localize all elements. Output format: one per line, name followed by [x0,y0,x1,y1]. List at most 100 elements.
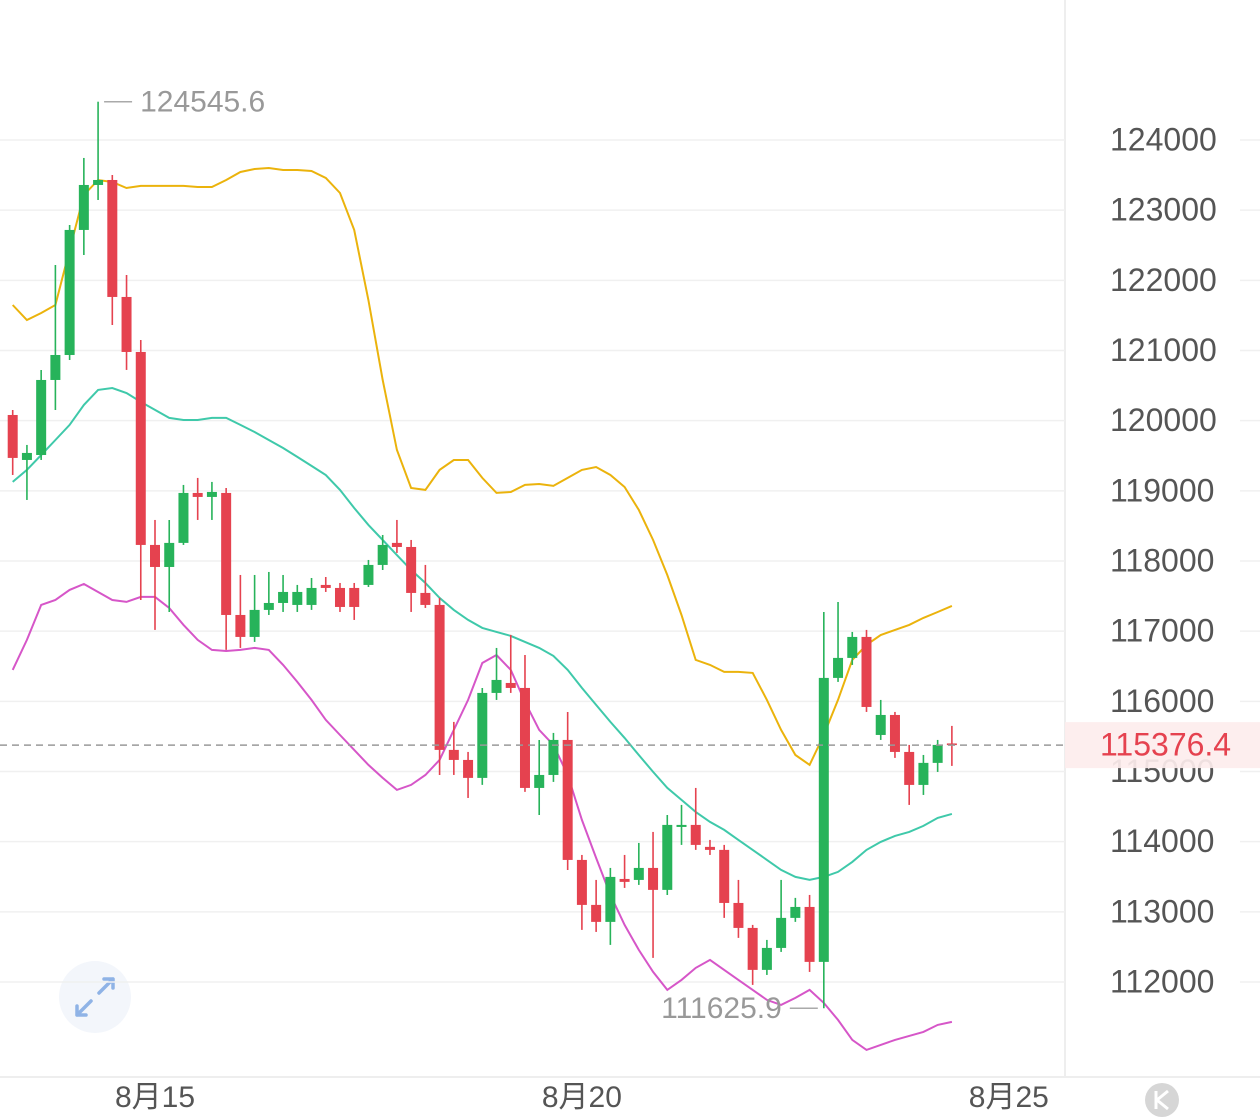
candles [7,101,957,1009]
candle-body [633,867,644,880]
candle-body [875,714,886,735]
candle-body [292,591,303,605]
last-price-label: 115376.4 [1100,727,1231,763]
y-tick-label: 120000 [1110,402,1217,438]
last-price-badge [1065,722,1260,769]
candle-body [420,592,431,605]
grid [0,139,1260,983]
candle-body [619,878,630,882]
candle-body [121,296,132,352]
candle-body [534,774,545,788]
candle-body [889,714,900,752]
candle-body [861,636,872,707]
candle-body [804,906,815,962]
candle-body [107,179,118,297]
candle-body [349,587,360,607]
candle-body [790,906,801,918]
candle-body [761,947,772,970]
candle-body [477,692,488,778]
y-tick-label: 113000 [1110,893,1214,929]
candle-body [818,677,829,962]
candle-body [93,179,104,185]
candle-body [334,587,345,607]
candle-body [448,749,459,760]
candle-body [278,591,289,603]
candle-body [662,824,673,890]
expand-button[interactable] [59,961,131,1033]
candle-body [320,584,331,588]
candle-body [36,379,47,455]
candle-body [50,354,61,380]
candle-body [833,657,844,678]
candle-body [150,544,160,567]
x-tick-label: 8月15 [115,1081,195,1114]
y-tick-label: 124000 [1110,121,1217,157]
y-tick-label: 117000 [1110,613,1214,649]
candle-body [391,542,402,547]
candle-body [505,682,516,688]
candle-body [78,184,89,230]
y-tick-label: 114000 [1110,823,1214,859]
x-tick-label: 8月25 [969,1081,1049,1114]
logo-circle [1145,1083,1179,1117]
y-tick-label: 121000 [1110,332,1217,368]
candle-body [7,414,18,458]
candle-body [21,452,32,460]
candle-body [548,739,559,775]
candle-body [406,546,417,593]
expand-icon[interactable] [75,977,115,1017]
candle-body [135,351,146,545]
axis: 1120001130001140001150001160001170001180… [115,121,1260,1114]
candle-body [221,492,232,615]
candle-body [377,544,388,565]
candle-body [776,917,787,948]
candle-body [932,744,943,763]
low-label: 111625.9 [661,992,782,1025]
y-tick-label: 123000 [1110,192,1217,228]
y-tick-label: 122000 [1110,262,1217,298]
candle-body [235,614,246,637]
candle-body [904,751,915,785]
candle-body [206,491,217,497]
candle-body [249,609,260,637]
y-tick-label: 119000 [1110,472,1214,508]
y-tick-label: 116000 [1110,683,1214,719]
candle-body [562,739,573,860]
candle-body [733,902,744,928]
candle-body [704,846,715,850]
candle-body [918,762,929,785]
candle-body [676,824,687,827]
candle-body [164,542,175,567]
candle-body [648,867,659,890]
x-tick-label: 8月20 [542,1081,622,1114]
candle-body [463,759,474,778]
logo-mark [1154,1089,1169,1111]
candle-body [719,849,730,903]
candle-body [306,587,317,605]
band-line [11,166,953,767]
candle-body [591,904,602,922]
candle-body [491,679,502,693]
band-line [12,386,953,881]
y-tick-label: 118000 [1110,542,1214,578]
y-tick-label: 112000 [1110,963,1214,999]
candle-body [747,927,758,970]
candle-body [64,229,75,355]
high-label: 124545.6 [140,86,265,119]
candle-body [847,636,858,658]
annotations: 124545.6 111625.9 [0,86,1065,1025]
candle-body [434,604,445,750]
candle-body [519,687,530,788]
expand-circle[interactable] [59,961,131,1033]
logo [1145,1083,1179,1117]
candle-body [192,492,203,497]
candle-body [576,859,587,905]
candle-body [690,824,701,845]
candle-body [363,564,374,585]
candle-body [178,492,189,543]
candle-body [263,602,274,610]
candle-body [605,876,616,922]
candle-body [946,743,957,746]
